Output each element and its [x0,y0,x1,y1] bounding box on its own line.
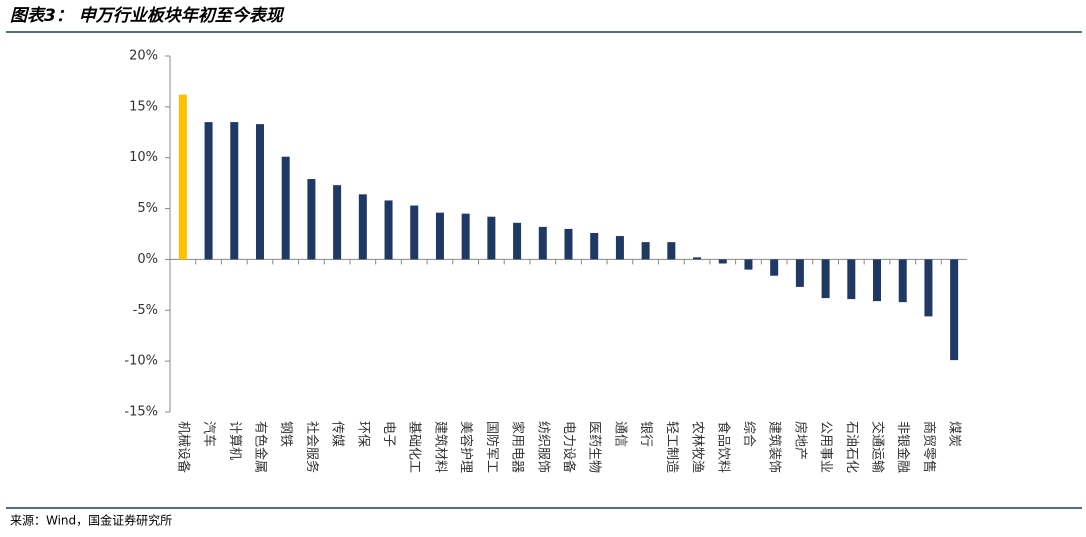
x-tick-label: 环保 [355,421,370,447]
y-tick-label: 20% [129,49,158,64]
x-tick-label: 基础化工 [407,421,422,473]
x-tick-label: 美容护理 [458,421,474,473]
x-tick-label: 食品饮料 [715,421,731,473]
x-tick-label: 非银金融 [895,421,911,473]
x-tick-label: 建筑材料 [432,421,448,473]
bar [358,194,367,260]
x-tick-label: 家用电器 [510,421,526,473]
bar [281,156,290,260]
bar [873,259,882,302]
x-tick-label: 有色金属 [252,421,268,473]
bar [847,259,856,300]
x-tick-label: 汽车 [201,421,217,447]
bar [564,228,573,260]
x-tick-label: 机械设备 [175,421,191,473]
bar [333,185,342,260]
bar [384,200,393,260]
bar [255,124,264,260]
y-tick-label: 0% [137,252,158,267]
bar [821,259,830,299]
source-note: 来源：Wind，国金证券研究所 [10,513,172,528]
y-tick-label: -5% [133,303,158,318]
bar [513,222,522,260]
x-tick-label: 传媒 [330,421,345,447]
y-tick-label: 10% [129,150,158,165]
y-tick-label: -10% [124,354,158,369]
bar [641,242,650,260]
bar [590,232,599,260]
bar [795,259,804,287]
y-tick-label: -15% [124,405,158,420]
x-tick-label: 交通运输 [870,421,886,473]
x-tick-label: 石油石化 [844,421,859,473]
x-tick-label: 计算机 [227,421,242,460]
bar [924,259,933,317]
x-tick-label: 商贸零售 [921,421,937,473]
bar [487,216,496,260]
x-tick-label: 轻工制造 [664,421,679,473]
bar [538,226,547,260]
bar [615,236,624,260]
bar [461,213,470,260]
x-tick-label: 纺织服饰 [535,421,550,473]
x-tick-label: 钢铁 [278,421,293,447]
bar [744,259,753,270]
bar [770,259,779,276]
x-tick-label: 银行 [638,421,653,447]
bar [693,257,702,260]
x-tick-label: 电力设备 [561,421,577,473]
x-tick-label: 煤炭 [947,421,962,447]
x-tick-label: 综合 [741,421,756,447]
x-tick-label: 农林牧渔 [690,421,705,473]
bar [667,242,676,260]
bar [410,205,419,260]
bar [230,122,239,260]
bar [435,212,444,260]
chart-title: 图表3： 申万行业板块年初至今表现 [10,6,285,26]
bar [898,259,907,303]
x-tick-label: 公用事业 [818,421,833,473]
x-tick-label: 通信 [612,421,627,447]
bar [950,259,959,361]
x-tick-label: 电子 [381,421,396,447]
x-tick-label: 建筑装饰 [767,421,783,473]
x-tick-label: 房地产 [792,421,808,460]
bar [718,259,727,264]
x-tick-label: 医药生物 [587,421,602,473]
x-tick-label: 社会服务 [304,421,320,473]
bar [204,122,213,260]
y-tick-label: 15% [129,99,158,114]
x-tick-label: 国防军工 [484,421,500,473]
bar [307,179,316,260]
bar [178,94,187,260]
y-tick-label: 5% [137,201,158,216]
